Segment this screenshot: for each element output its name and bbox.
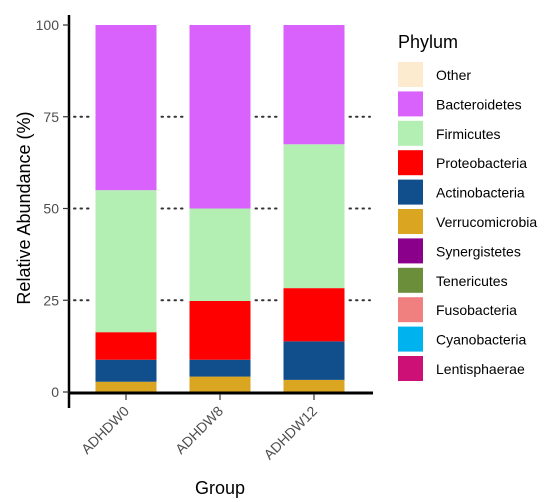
legend-label-Firmicutes: Firmicutes [436,126,501,142]
y-tick-label-25: 25 [43,292,59,308]
legend-title: Phylum [398,32,458,52]
x-tick-label-ADHDW8: ADHDW8 [172,403,226,457]
legend-label-Cyanobacteria: Cyanobacteria [436,332,526,348]
gridlines [73,115,371,302]
legend-label-Synergistetes: Synergistetes [436,243,521,259]
legend-label-Actinobacteria: Actinobacteria [436,185,525,201]
bar-ADHDW0-Actinobacteria [95,359,157,382]
bar-ADHDW8-Firmicutes [189,208,251,301]
legend-label-Bacteroidetes: Bacteroidetes [436,96,522,112]
y-tick-label-50: 50 [43,201,59,217]
legend: Phylum Other Bacteroidetes Firmicutes Prote… [398,32,537,381]
y-tick-label-0: 0 [51,384,59,400]
x-ticks: ADHDW0 ADHDW8 ADHDW12 [78,394,320,463]
legend-label-Verrucomicrobia: Verrucomicrobia [436,214,537,230]
legend-label-Lentisphaerae: Lentisphaerae [436,361,525,377]
bar-ADHDW0-Bacteroidetes [95,25,157,191]
bar-ADHDW8-Verrucomicrobia [189,376,251,392]
legend-label-Tenericutes: Tenericutes [436,273,508,289]
bars-layer [95,25,345,392]
x-axis-title: Group [195,478,245,498]
legend-key-Bacteroidetes [398,91,423,117]
legend-key-Lentisphaerae [398,356,423,381]
x-tick-label-ADHDW0: ADHDW0 [78,403,132,457]
x-tick-label-ADHDW12: ADHDW12 [260,403,320,463]
bar-ADHDW0-Verrucomicrobia [95,381,157,392]
legend-key-Proteobacteria [398,150,423,176]
bar-ADHDW8-Proteobacteria [189,300,251,360]
legend-key-Synergistetes [398,238,423,264]
legend-key-Fusobacteria [398,297,423,323]
bar-ADHDW8-Bacteroidetes [189,25,251,209]
y-tick-label-75: 75 [43,109,59,125]
bar-ADHDW12-Firmicutes [283,144,345,289]
legend-key-Other [398,62,423,87]
legend-key-Actinobacteria [398,179,423,205]
bar-ADHDW8-Actinobacteria [189,359,251,377]
y-ticks: 0 25 50 75 100 [36,17,69,400]
legend-label-Other: Other [436,67,471,83]
bar-ADHDW0-Proteobacteria [95,332,157,360]
bar-ADHDW12-Actinobacteria [283,341,345,380]
bar-ADHDW12-Verrucomicrobia [283,379,345,392]
legend-key-Verrucomicrobia [398,209,423,234]
bar-ADHDW0-Firmicutes [95,190,157,333]
bar-ADHDW12-Bacteroidetes [283,25,345,145]
y-axis-title: Relative Abundance (%) [14,111,34,304]
y-tick-label-100: 100 [36,17,60,33]
bar-ADHDW12-Proteobacteria [283,288,345,342]
legend-label-Proteobacteria: Proteobacteria [436,155,527,171]
legend-key-Firmicutes [398,120,423,146]
legend-key-Cyanobacteria [398,326,423,352]
axes [67,15,373,408]
legend-key-Tenericutes [398,267,423,293]
legend-label-Fusobacteria: Fusobacteria [436,302,517,318]
